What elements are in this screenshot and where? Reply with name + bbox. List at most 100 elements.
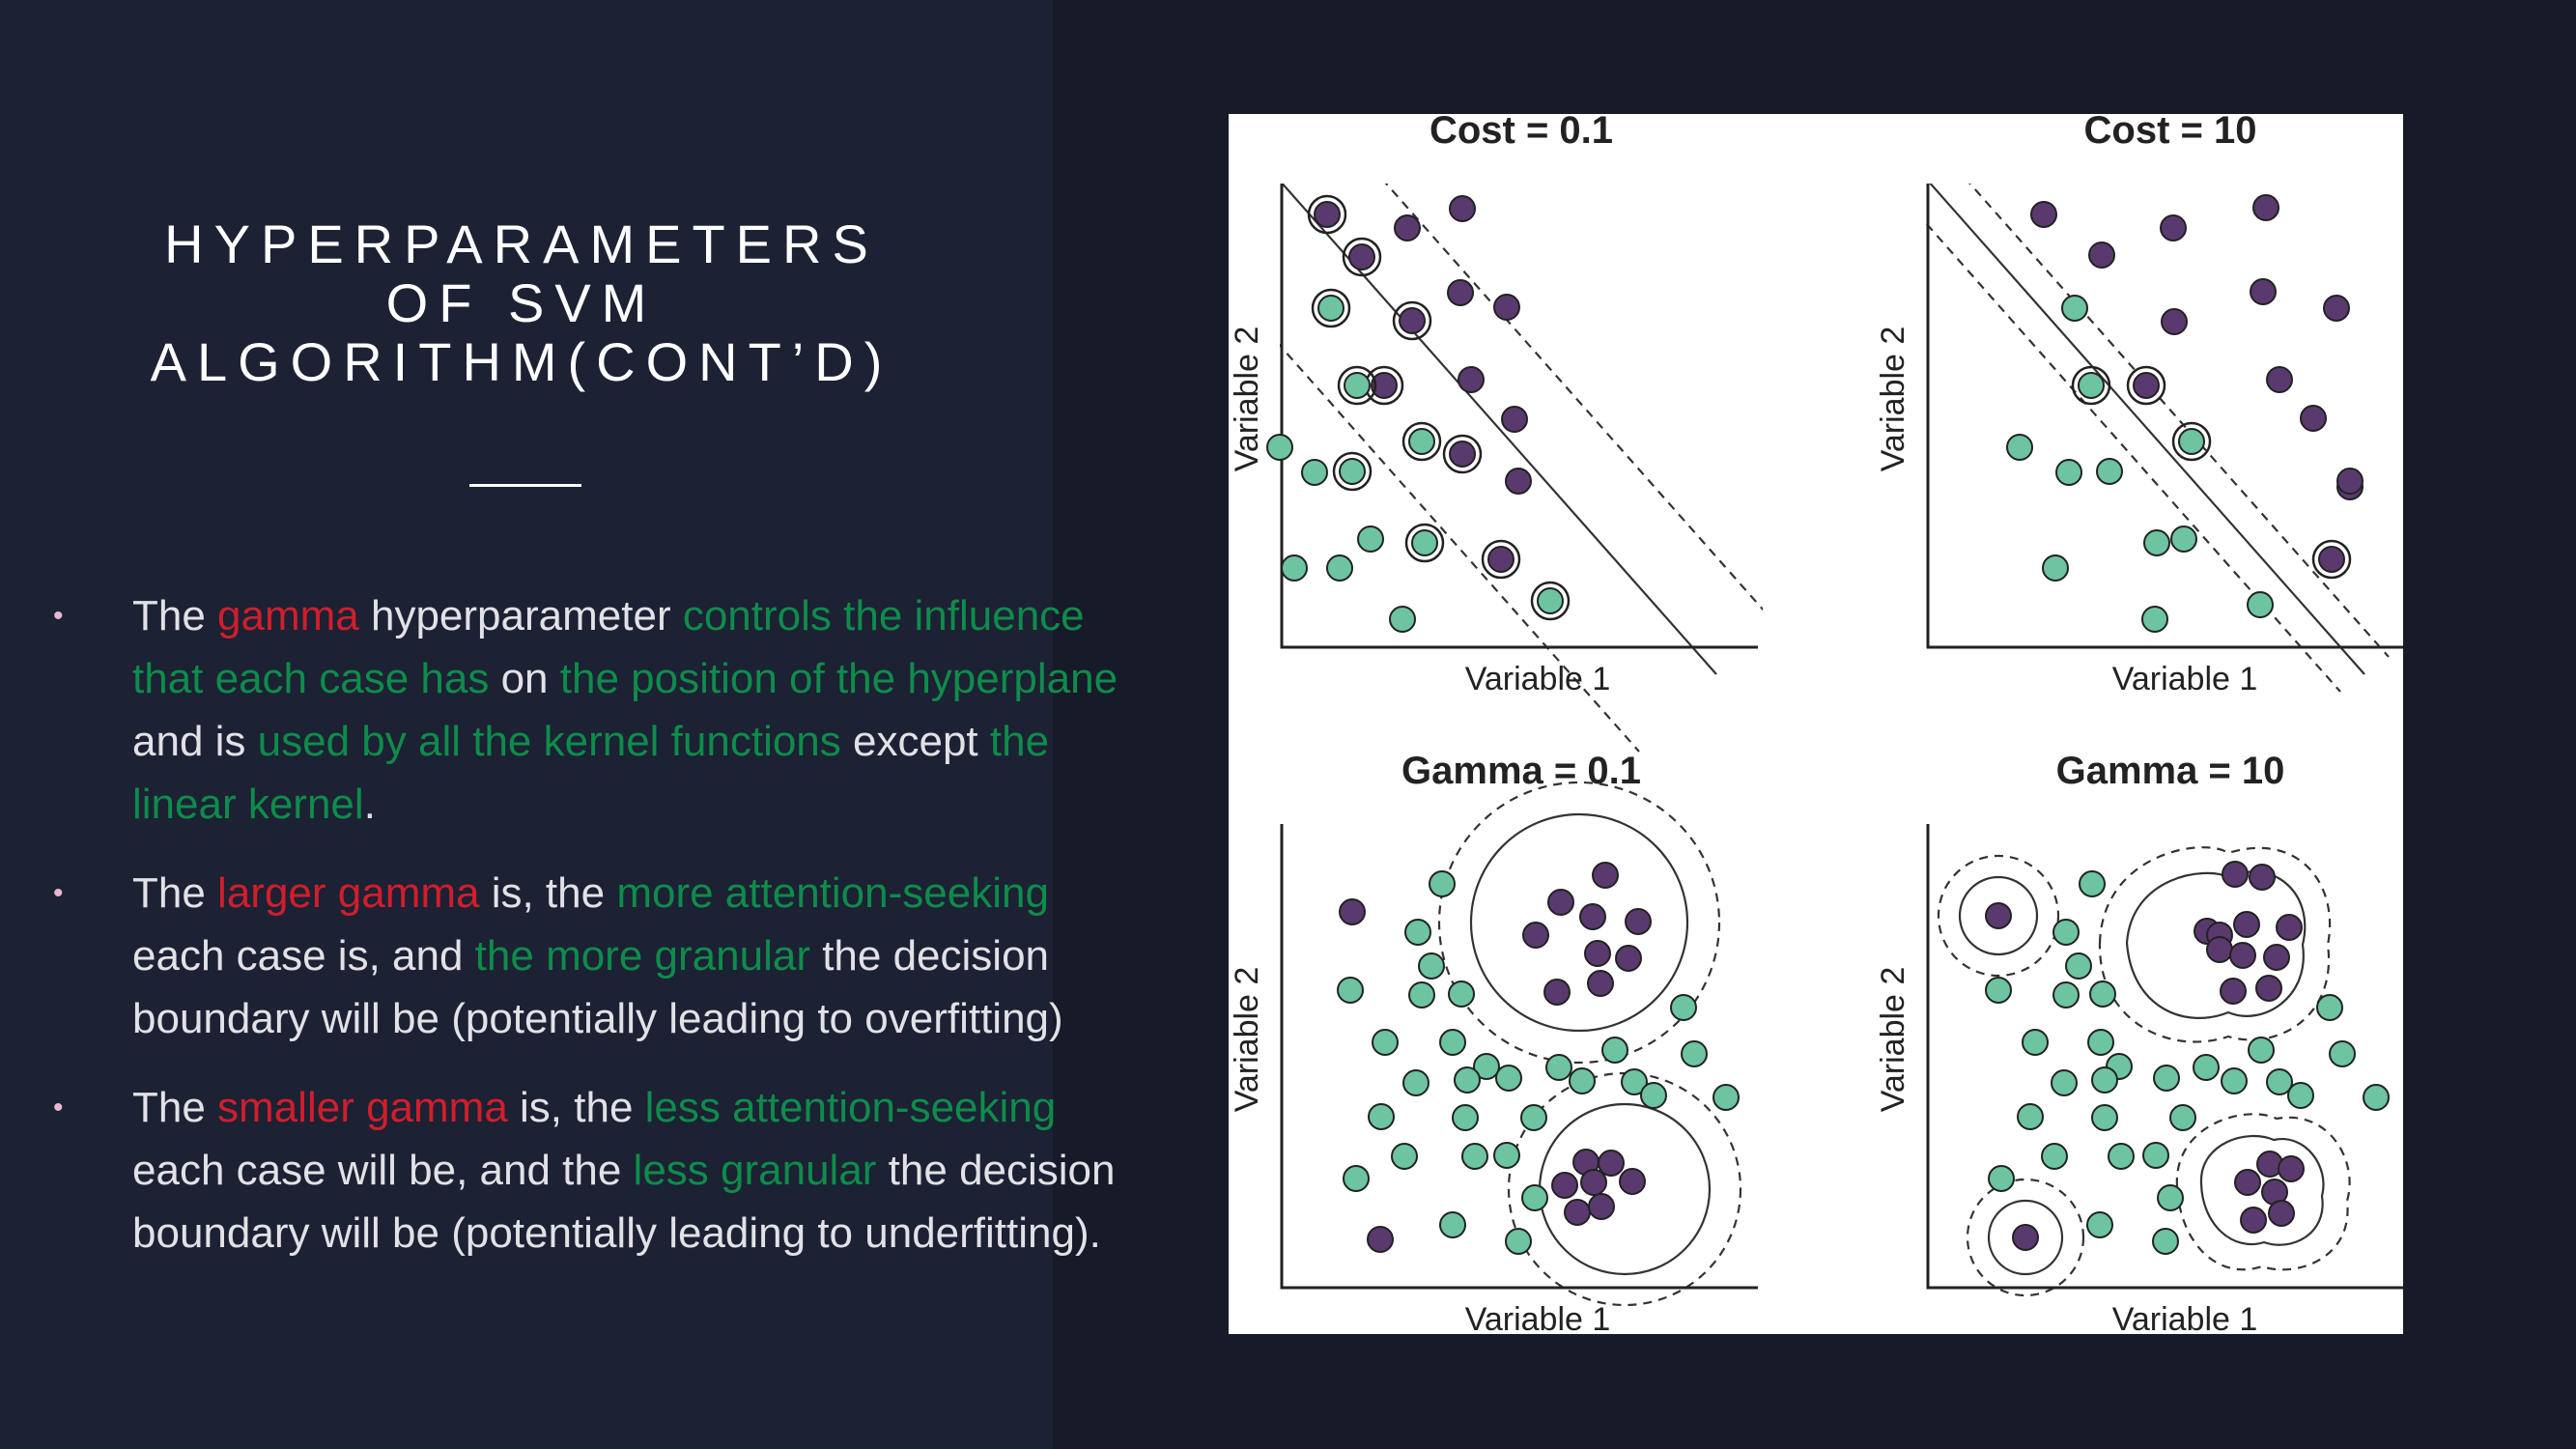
data-point-class-b: [2041, 1143, 2068, 1170]
bullet-text: and is: [132, 718, 258, 765]
data-point-class-b: [2079, 870, 2106, 897]
data-point-class-b: [1495, 1065, 1522, 1092]
support-vector-ring: [2171, 421, 2212, 462]
support-vector-ring: [1307, 194, 1347, 235]
data-point-class-b: [1391, 1143, 1418, 1170]
data-point-class-b: [1408, 428, 1435, 455]
bullet-list: • The gamma hyperparameter controls the i…: [53, 584, 1125, 1291]
data-point-class-a: [2133, 372, 2160, 399]
axes: [1280, 184, 2403, 1290]
data-point-class-b: [2086, 1211, 2113, 1238]
bullet-item: • The smaller gamma is, the less attentio…: [53, 1076, 1125, 1264]
bullet-text: each case is, and: [132, 932, 475, 980]
bullet-item: • The larger gamma is, the more attention…: [53, 862, 1125, 1050]
bullet-text: hyperparameter: [358, 592, 683, 639]
data-point-class-b: [1344, 372, 1371, 399]
data-point-class-b: [2142, 1142, 2169, 1169]
cost-low-margins: [1280, 184, 1763, 753]
xlabel-cost-low: Variable 1: [1465, 661, 1611, 697]
data-point-class-b: [1521, 1184, 1548, 1211]
data-point-class-b: [2316, 994, 2343, 1021]
data-point-class-a: [1339, 898, 1366, 925]
data-point-class-b: [2248, 1037, 2275, 1064]
data-point-class-a: [1615, 945, 1642, 972]
data-point-class-a: [1394, 214, 1421, 242]
ylabel-cost-high: Variable 2: [1875, 327, 1911, 472]
highlight-term: gamma: [217, 592, 359, 639]
data-point-class-b: [2178, 428, 2205, 455]
data-point-class-b: [1505, 1228, 1532, 1255]
data-point-class-b: [1404, 919, 1431, 946]
data-point-class-b: [2042, 554, 2069, 582]
data-point-class-b: [2017, 1103, 2044, 1130]
data-point-class-a: [2323, 295, 2350, 322]
data-point-class-a: [1501, 406, 1528, 433]
data-point-class-b: [1681, 1040, 1708, 1067]
svm-figure: Cost = 0.1 Cost = 10 Gamma = 0.1 Gamma =…: [1229, 114, 2403, 1334]
data-point-class-a: [2206, 936, 2233, 963]
data-point-class-a: [2252, 194, 2279, 221]
data-point-class-a: [2300, 405, 2327, 432]
data-point-class-b: [2091, 1066, 2118, 1094]
data-point-class-a: [2336, 468, 2364, 495]
data-point-class-a: [1314, 201, 1341, 228]
bullet-marker: •: [53, 1092, 64, 1123]
data-point-class-b: [1266, 434, 1293, 461]
data-point-class-a: [1587, 970, 1614, 997]
panel-title-cost-low: Cost = 0.1: [1430, 114, 1613, 152]
bullet-marker: •: [53, 877, 64, 909]
data-point-class-b: [1326, 554, 1353, 582]
data-point-class-a: [1584, 940, 1611, 967]
data-point-class-a: [1598, 1150, 1625, 1177]
data-point-class-a: [2088, 242, 2115, 269]
data-point-class-b: [2170, 526, 2197, 553]
svm-figure-svg: Cost = 0.1 Cost = 10 Gamma = 0.1 Gamma =…: [1229, 114, 2403, 1334]
axis-gamma-low: [1280, 824, 1758, 1290]
data-point-class-b: [2108, 1143, 2135, 1170]
data-point-class-a: [1449, 440, 1476, 468]
data-point-class-a: [2263, 944, 2290, 971]
data-point-class-b: [1985, 977, 2012, 1004]
data-point-class-a: [2233, 911, 2260, 938]
support-vector-ring: [1392, 300, 1432, 341]
data-point-class-b: [1429, 870, 1456, 897]
data-point-class-b: [1448, 980, 1475, 1008]
xlabel-gamma-high: Variable 1: [2112, 1301, 2258, 1334]
panel-title-gamma-high: Gamma = 10: [2056, 750, 2285, 792]
data-point-class-b: [2006, 434, 2033, 461]
data-point-class-a: [1543, 979, 1571, 1006]
data-point-class-a: [2249, 864, 2276, 891]
highlight-phrase: used by all the kernel functions: [257, 718, 841, 765]
data-point-class-b: [2193, 1054, 2220, 1081]
data-point-class-b: [1439, 1029, 1466, 1056]
title-line-3: ALGORITHM(CONT’D): [150, 331, 893, 392]
data-point-class-b: [2169, 1104, 2196, 1131]
data-point-class-b: [2091, 1104, 2118, 1131]
data-point-class-a: [1487, 546, 1514, 573]
data-point-class-b: [2078, 372, 2105, 399]
bullet-text: The: [132, 1084, 218, 1131]
data-point-class-b: [2061, 295, 2088, 322]
ylabel-gamma-low: Variable 2: [1229, 967, 1265, 1113]
data-point-class-b: [2287, 1082, 2314, 1109]
highlight-term: smaller gamma: [217, 1084, 508, 1131]
data-point-class-a: [1493, 294, 1520, 321]
data-point-class-b: [2055, 459, 2082, 486]
bullet-text: each case will be, and the: [132, 1147, 634, 1194]
data-point-class-b: [1357, 526, 1384, 553]
scatter-points: [1266, 194, 2390, 1255]
data-point-class-b: [1281, 554, 1308, 582]
xlabel-cost-high: Variable 1: [2112, 661, 2258, 697]
data-point-class-b: [2221, 1067, 2248, 1094]
data-point-class-b: [1640, 1082, 1667, 1109]
bullet-text: is, the: [507, 1084, 645, 1131]
panel-title-gamma-low: Gamma = 0.1: [1401, 750, 1641, 792]
highlight-phrase: the position of the hyperplane: [559, 655, 1118, 702]
data-point-class-b: [1343, 1165, 1370, 1192]
slide-title: HYPERPARAMETERS OF SVM ALGORITHM(CONT’D): [77, 214, 966, 391]
support-vector-ring: [1337, 365, 1377, 406]
data-point-class-a: [1985, 902, 2012, 929]
data-point-class-a: [2220, 978, 2247, 1005]
data-point-class-b: [1545, 1054, 1572, 1081]
bullet-text: the decision boundary will be (potential…: [132, 932, 1063, 1042]
